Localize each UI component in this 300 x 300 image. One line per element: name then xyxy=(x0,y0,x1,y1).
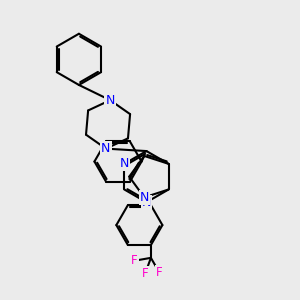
Text: N: N xyxy=(142,196,151,209)
Text: F: F xyxy=(131,254,138,267)
Text: N: N xyxy=(101,142,111,155)
Text: F: F xyxy=(156,266,163,279)
Text: F: F xyxy=(142,267,148,280)
Text: N: N xyxy=(140,191,149,204)
Text: N: N xyxy=(120,158,129,170)
Text: N: N xyxy=(106,94,115,107)
